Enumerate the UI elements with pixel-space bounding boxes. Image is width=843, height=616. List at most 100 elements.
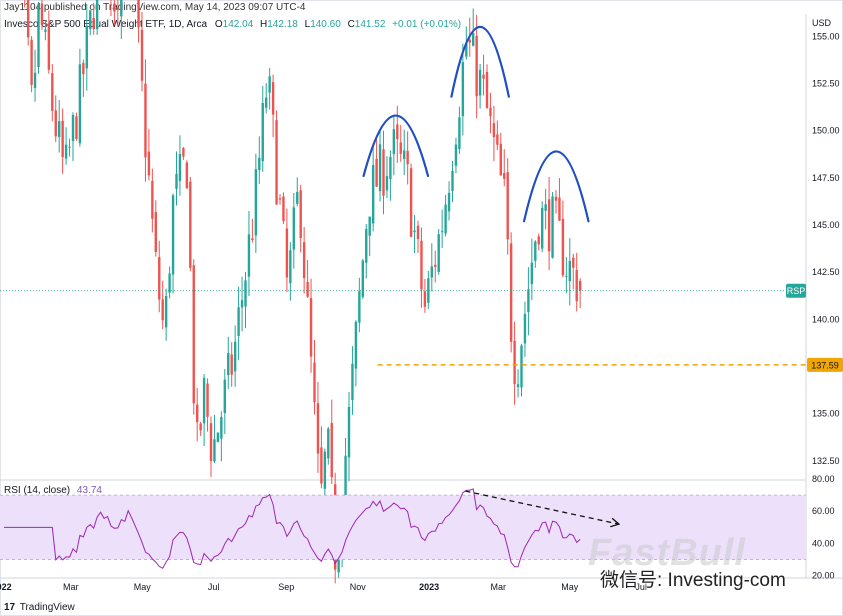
candle-body bbox=[44, 29, 47, 32]
candle-body bbox=[506, 172, 509, 240]
candle-body bbox=[437, 234, 440, 273]
candle-body bbox=[89, 10, 92, 30]
candle-body bbox=[202, 377, 206, 424]
candle-body bbox=[168, 273, 171, 293]
candle-body bbox=[37, 3, 40, 68]
candle-body bbox=[223, 379, 226, 414]
candle-body bbox=[113, 3, 116, 12]
candle-body bbox=[403, 150, 406, 159]
candle-body bbox=[482, 74, 485, 79]
candle-body bbox=[265, 97, 268, 108]
time-tick-label: 2023 bbox=[419, 582, 439, 592]
candle-body bbox=[568, 260, 571, 281]
candle-body bbox=[451, 170, 454, 191]
time-tick-label: Nov bbox=[350, 582, 367, 592]
candle-body bbox=[254, 169, 258, 236]
candle-body bbox=[416, 225, 420, 240]
candle-body bbox=[554, 196, 558, 201]
candle-body bbox=[396, 124, 399, 140]
ohlc-high-label: H bbox=[260, 19, 268, 30]
time-tick-label: May bbox=[134, 582, 152, 592]
candle-body bbox=[465, 43, 468, 57]
price-tick-label: 145.00 bbox=[812, 220, 840, 230]
candle-body bbox=[299, 190, 302, 239]
candle-body bbox=[230, 354, 233, 375]
candle-body bbox=[316, 403, 320, 454]
candle-body bbox=[420, 240, 423, 290]
candle-body bbox=[344, 455, 347, 511]
candle-body bbox=[33, 72, 37, 89]
candle-body bbox=[458, 117, 461, 150]
rsi-tick-label: 40.00 bbox=[812, 538, 835, 548]
candle-body bbox=[551, 196, 554, 258]
candle-body bbox=[354, 321, 358, 369]
candle-body bbox=[289, 250, 292, 284]
time-tick-label: 2022 bbox=[0, 582, 12, 592]
footer-brand: 17 TradingView bbox=[4, 602, 75, 613]
rsi-divergence-arrowhead bbox=[610, 517, 621, 528]
candle-body bbox=[578, 280, 582, 291]
candle-body bbox=[296, 192, 299, 204]
candle-body bbox=[220, 417, 223, 439]
price-tick-label: 132.50 bbox=[812, 456, 840, 466]
candle-body bbox=[496, 134, 499, 145]
candle-body bbox=[140, 29, 144, 81]
candle-body bbox=[92, 17, 95, 29]
candle-body bbox=[392, 129, 396, 155]
time-tick-label: Mar bbox=[491, 582, 507, 592]
candle-body bbox=[547, 199, 551, 252]
candle-body bbox=[237, 307, 240, 336]
candle-body bbox=[206, 383, 209, 417]
candle-body bbox=[409, 168, 413, 237]
candle-body bbox=[209, 423, 213, 462]
candle-body bbox=[513, 340, 516, 385]
candle-body bbox=[523, 313, 527, 344]
time-tick-label: Jul bbox=[208, 582, 220, 592]
left-shoulder-arc bbox=[362, 114, 430, 178]
candle-body bbox=[178, 154, 182, 181]
candle-body bbox=[82, 62, 85, 75]
time-tick-label: Sep bbox=[278, 582, 294, 592]
candle-body bbox=[320, 447, 323, 484]
rsi-band bbox=[0, 495, 806, 560]
published-line: Jay1104 published on TradingView.com, Ma… bbox=[4, 2, 306, 13]
candle-body bbox=[313, 362, 316, 403]
candle-body bbox=[371, 165, 375, 224]
candle-body bbox=[268, 76, 271, 93]
candle-body bbox=[440, 231, 444, 233]
candle-body bbox=[565, 275, 568, 277]
rsi-legend: RSI (14, close) 43.74 bbox=[4, 485, 102, 496]
candle-body bbox=[258, 157, 261, 171]
last-price-tag bbox=[786, 283, 806, 298]
candle-body bbox=[247, 234, 251, 277]
rsi-value: 43.74 bbox=[76, 485, 102, 496]
ohlc-open: 142.04 bbox=[222, 19, 254, 30]
candle-body bbox=[78, 64, 82, 144]
price-tick-label: 150.00 bbox=[812, 126, 840, 136]
ohlc-open-label: O bbox=[214, 19, 223, 30]
candle-body bbox=[175, 173, 178, 189]
rsi-tick-label: 60.00 bbox=[812, 506, 835, 516]
support-price-tag bbox=[807, 357, 843, 372]
candle-body bbox=[71, 114, 75, 142]
candle-body bbox=[68, 146, 71, 148]
price-tick-label: 152.50 bbox=[812, 79, 840, 89]
candle-body bbox=[216, 432, 220, 443]
candle-body bbox=[292, 207, 295, 250]
tradingview-brand: TradingView bbox=[19, 602, 75, 613]
candle-body bbox=[503, 173, 506, 179]
candle-body bbox=[530, 262, 534, 285]
candle-body bbox=[382, 149, 385, 196]
candle-body bbox=[278, 198, 282, 200]
candle-body bbox=[413, 230, 416, 233]
candle-body bbox=[430, 266, 433, 278]
candle-body bbox=[327, 428, 330, 459]
candle-body bbox=[447, 192, 451, 212]
candle-body bbox=[285, 228, 289, 278]
candle-body bbox=[251, 238, 254, 241]
candle-body bbox=[399, 142, 402, 154]
candle-body bbox=[85, 25, 88, 69]
candle-body bbox=[164, 296, 168, 328]
time-tick-label: Mar bbox=[63, 582, 79, 592]
